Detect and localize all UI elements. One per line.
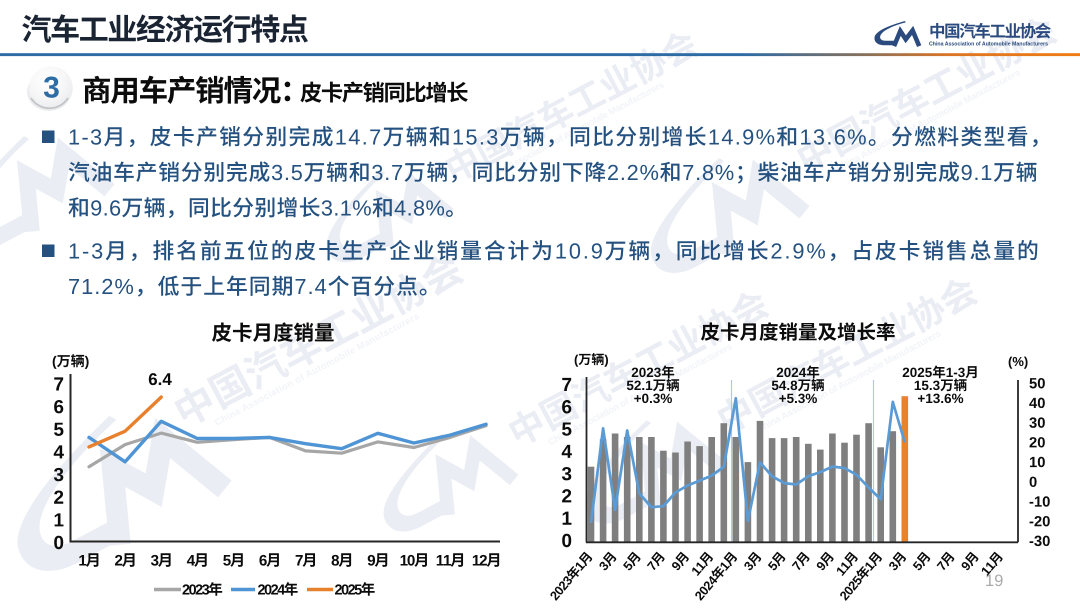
svg-text:China Association of Automobil: China Association of Automobile Manufact… [929, 41, 1048, 47]
